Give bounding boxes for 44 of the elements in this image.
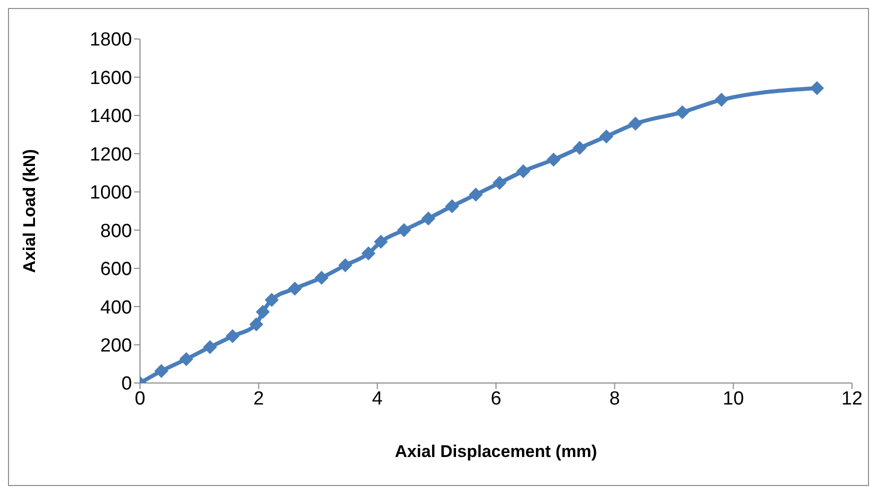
- x-tick-label: 8: [609, 388, 620, 410]
- point: [599, 129, 614, 144]
- point: [154, 364, 168, 378]
- y-tick-label: 1400: [90, 106, 132, 128]
- point: [203, 340, 218, 354]
- y-tick-label: 1800: [90, 30, 132, 51]
- point: [810, 81, 824, 96]
- point: [249, 317, 264, 332]
- point: [264, 292, 279, 307]
- x-tick-label: 4: [372, 388, 384, 410]
- y-tick-label: 200: [100, 336, 132, 357]
- point: [468, 188, 483, 202]
- y-tick-label: 400: [100, 297, 132, 318]
- point: [675, 105, 690, 120]
- point: [314, 270, 329, 285]
- x-tick-label: 12: [841, 388, 863, 410]
- y-tick-label: 800: [100, 220, 132, 242]
- point: [628, 116, 642, 131]
- point: [256, 304, 270, 319]
- point: [546, 152, 561, 167]
- y-tick-label: 1200: [90, 144, 132, 166]
- y-tick-label: 0: [121, 374, 132, 395]
- y-axis-title: Axial Load (kN): [20, 149, 40, 273]
- point: [492, 176, 507, 190]
- point: [397, 223, 412, 238]
- point: [361, 246, 376, 260]
- point: [288, 282, 302, 296]
- point: [572, 140, 587, 155]
- point: [226, 329, 240, 344]
- x-tick-label: 0: [134, 388, 146, 410]
- point: [179, 352, 194, 366]
- y-tick-label: 600: [100, 259, 132, 280]
- point: [516, 164, 530, 178]
- x-tick-label: 6: [490, 388, 502, 410]
- point: [374, 234, 388, 249]
- point: [445, 199, 460, 214]
- point: [421, 211, 436, 226]
- x-tick-label: 10: [722, 388, 744, 410]
- point: [338, 258, 352, 272]
- y-tick-label: 1000: [90, 182, 132, 204]
- y-tick-label: 1600: [90, 68, 132, 89]
- x-tick-label: 2: [253, 388, 264, 410]
- x-axis-title: Axial Displacement (mm): [394, 442, 598, 461]
- point: [714, 92, 728, 107]
